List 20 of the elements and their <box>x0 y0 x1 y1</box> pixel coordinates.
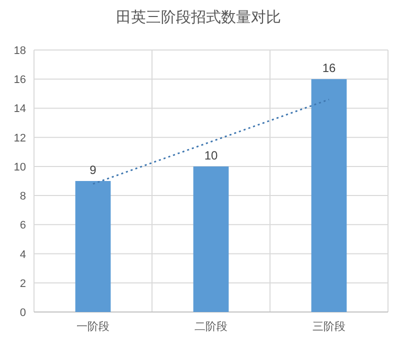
y-tick-label: 12 <box>14 132 26 144</box>
y-tick-label: 14 <box>14 103 26 116</box>
bar <box>75 181 111 312</box>
y-tick-label: 8 <box>20 190 26 203</box>
chart-title: 田英三阶段招式数量对比 <box>116 9 281 26</box>
data-label: 10 <box>204 148 218 162</box>
y-tick-label: 0 <box>20 307 26 319</box>
y-tick-label: 2 <box>20 278 26 290</box>
y-tick-label: 18 <box>14 45 26 57</box>
x-tick-label: 一阶段 <box>76 321 110 333</box>
data-label: 9 <box>90 163 97 177</box>
y-tick-label: 16 <box>14 74 26 86</box>
bar <box>311 79 347 312</box>
y-tick-label: 6 <box>20 220 26 232</box>
x-tick-label: 二阶段 <box>194 321 228 333</box>
data-label: 16 <box>322 61 336 76</box>
y-tick-label: 10 <box>14 161 26 174</box>
x-tick-label: 三阶段 <box>312 321 346 333</box>
y-tick-label: 4 <box>20 248 26 261</box>
bar <box>193 166 229 312</box>
